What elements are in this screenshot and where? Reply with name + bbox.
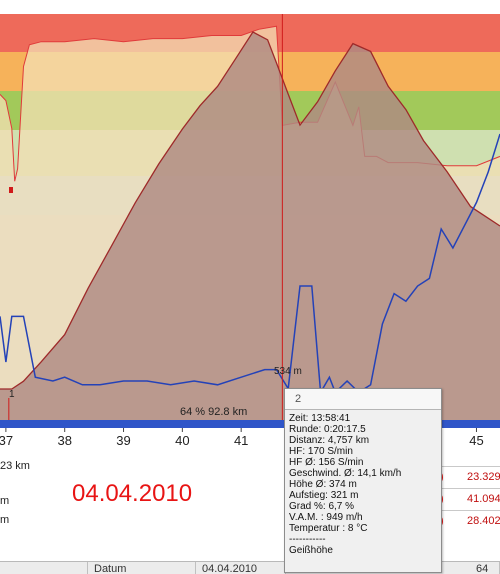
tooltip-header: 2: [285, 389, 441, 410]
tooltip-vam: V.A.M. : 949 m/h: [289, 512, 363, 523]
chart-svg[interactable]: 1 534 m 64 % 92.8 km 37 38 39 40 41 45: [0, 0, 500, 460]
tooltip-grade: Grad %: 6,7 %: [289, 501, 355, 512]
altitude-area: [0, 32, 500, 420]
tooltip-lap-time: Runde: 0:20:17.5: [289, 424, 366, 435]
x-tick-label: 39: [116, 433, 130, 448]
x-tick-label: 38: [57, 433, 71, 448]
tooltip-temperature: Temperatur : 8 °C: [289, 523, 368, 534]
tooltip-heart-rate: HF: 170 S/min: [289, 446, 353, 457]
x-tick-label: 40: [175, 433, 189, 448]
x-tick-label: 37: [0, 433, 13, 448]
header-cell-datum[interactable]: Datum: [88, 562, 196, 574]
lap-value-row[interactable]: ) 41.094: [440, 488, 500, 511]
row-value: 41.094: [467, 493, 500, 505]
altitude-series: [0, 31, 500, 420]
axis-bar: [0, 420, 500, 428]
tooltip-heart-rate-avg: HF Ø: 156 S/min: [289, 457, 364, 468]
chart-overlay: 1 534 m 64 % 92.8 km: [8, 14, 302, 420]
header-cell-empty[interactable]: [0, 562, 88, 574]
unit-label-1: m: [0, 495, 10, 507]
lap-value-row[interactable]: ) 28.402: [440, 510, 500, 533]
workout-date: 04.04.2010: [72, 480, 193, 507]
tooltip-time: Zeit: 13:58:41: [289, 413, 351, 424]
header-cell-number[interactable]: 64: [442, 562, 500, 574]
unit-label-2: m: [0, 514, 10, 526]
altitude-line: [0, 31, 500, 390]
lap-tooltip: 2 Zeit: 13:58:41 Runde: 0:20:17.5 Distan…: [284, 388, 442, 573]
header-cell-date[interactable]: 04.04.2010: [196, 562, 286, 574]
lap-values-panel: ) 23.329 ) 41.094 ) 28.402: [440, 460, 500, 560]
lap-marker-flag: [9, 187, 13, 193]
tooltip-speed-avg: Geschwind. Ø: 14,1 km/h: [289, 468, 402, 479]
altitude-readout: 534 m: [274, 366, 302, 377]
lap-marker-label: 1: [9, 389, 15, 400]
tooltip-separator: -----------: [289, 534, 326, 545]
x-tick-label: 41: [234, 433, 248, 448]
summary-label: 64 % 92.8 km: [180, 406, 247, 418]
workout-chart[interactable]: 1 534 m 64 % 92.8 km 37 38 39 40 41 45: [0, 0, 500, 460]
distance-label: 23 km: [0, 460, 30, 472]
tooltip-distance: Distanz: 4,757 km: [289, 435, 370, 446]
lap-value-row[interactable]: ) 23.329: [440, 466, 500, 489]
tooltip-body: Zeit: 13:58:41 Runde: 0:20:17.5 Distanz:…: [285, 410, 441, 556]
x-tick-label: 45: [469, 433, 483, 448]
tooltip-location: Geißhöhe: [289, 545, 333, 556]
tooltip-ascent: Aufstieg: 321 m: [289, 490, 359, 501]
x-axis: 37 38 39 40 41 45: [0, 420, 500, 448]
tooltip-altitude-avg: Höhe Ø: 374 m: [289, 479, 357, 490]
speed-series: [0, 133, 500, 395]
speed-line: [0, 133, 500, 395]
row-value: 23.329: [467, 471, 500, 483]
row-value: 28.402: [467, 515, 500, 527]
